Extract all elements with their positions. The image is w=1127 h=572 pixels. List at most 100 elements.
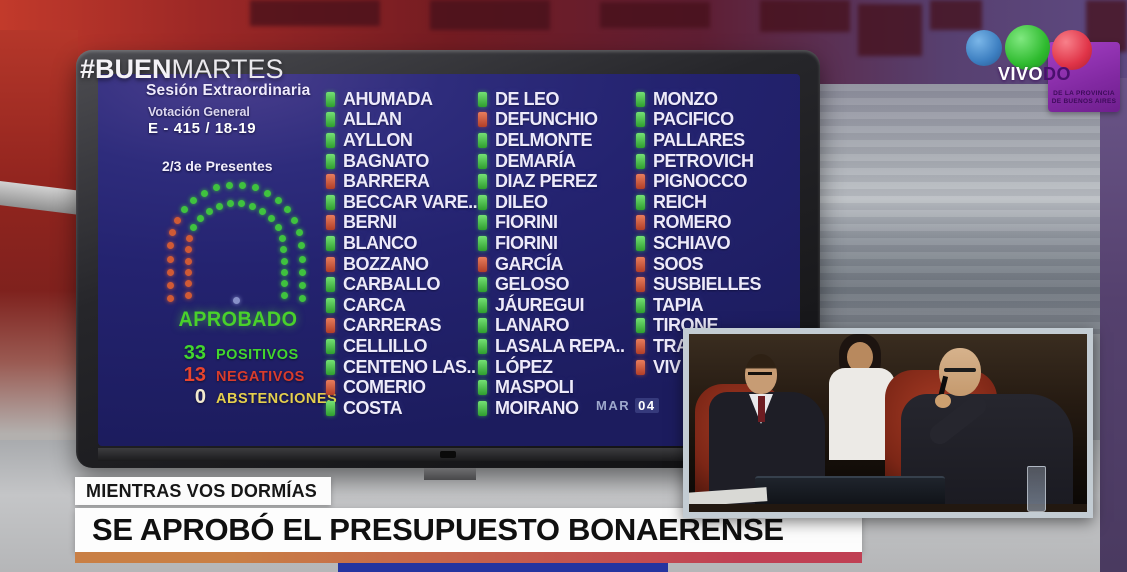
- seat-dot: [232, 296, 240, 304]
- file-number: E - 415 / 18-19: [148, 120, 257, 137]
- legislator-name: PIGNOCCO: [653, 171, 748, 192]
- legislator-row: SUSBIELLES: [636, 274, 794, 295]
- legislator-name: VIV: [653, 356, 681, 377]
- vote-indicator-positive: [636, 112, 645, 128]
- legislator-row: LANARO: [478, 315, 636, 337]
- vote-indicator-positive: [636, 194, 645, 210]
- legislator-name: CELLILLO: [343, 335, 428, 356]
- legislator-row: SOOS: [636, 254, 794, 275]
- legislator-row: AYLLON: [326, 130, 484, 151]
- vote-column-1: AHUMADA ALLAN AYLLON BAGNATO BARRERA BECCAR V…: [326, 89, 484, 419]
- vote-indicator-negative: [636, 256, 645, 272]
- tally-row: 33 POSITIVOS: [176, 342, 337, 364]
- seat-dot: [166, 294, 174, 302]
- vote-indicator-positive: [478, 297, 487, 313]
- legislator-name: COSTA: [343, 397, 403, 418]
- tally-value: 33: [183, 342, 206, 364]
- seat-dot: [184, 280, 192, 288]
- legislator-row: BERNI: [326, 212, 484, 234]
- senator-right-head: [939, 348, 981, 396]
- monitor-stand: [424, 468, 476, 480]
- banner-accent-strip: [75, 552, 862, 563]
- headline-text: SE APROBÓ EL PRESUPUESTO BONAERENSE: [92, 512, 784, 547]
- board-date-month: MAR: [596, 398, 631, 413]
- result-banner: APROBADO: [178, 308, 298, 331]
- seat-dot: [200, 189, 208, 197]
- legislator-name: MASPOLI: [495, 377, 574, 398]
- senator-right-glasses: [944, 368, 976, 372]
- legislator-name: CARBALLO: [343, 274, 441, 295]
- vote-indicator-negative: [326, 318, 335, 334]
- legislator-name: SCHIAVO: [653, 232, 731, 253]
- seat-dot: [184, 257, 192, 265]
- legislator-name: BLANCO: [343, 232, 418, 253]
- kicker-text: MIENTRAS VOS DORMÍAS: [86, 480, 318, 501]
- legislator-name: ROMERO: [653, 212, 732, 233]
- badge-line-1: DE LA PROVINCIA: [1053, 90, 1115, 97]
- studio-background-purple-strip: [1100, 78, 1127, 572]
- seat-dot: [190, 196, 198, 204]
- legislator-name: BARRERA: [343, 171, 430, 192]
- seat-dot: [184, 246, 192, 254]
- seat-dot: [274, 224, 282, 232]
- legislator-row: BOZZANO: [326, 254, 484, 275]
- vote-indicator-positive: [326, 277, 335, 293]
- tally-label: NEGATIVOS: [216, 369, 305, 385]
- vote-indicator-positive: [326, 400, 335, 416]
- legislator-row: LÓPEZ: [478, 357, 636, 378]
- tally-value: 0: [194, 386, 206, 408]
- legislator-name: DEMARÍA: [495, 150, 576, 171]
- legislator-row: DIAZ PEREZ: [478, 171, 636, 192]
- seat-dot: [197, 215, 205, 223]
- vote-indicator-negative: [636, 215, 645, 231]
- badge-line-2: DE BUENOS AIRES: [1051, 98, 1117, 105]
- vote-indicator-positive: [636, 318, 645, 334]
- vote-indicator-positive: [636, 132, 645, 148]
- seat-dot: [166, 242, 174, 250]
- seat-dot: [180, 206, 188, 214]
- legislator-row: GARCÍA: [478, 254, 636, 275]
- vote-indicator-positive: [478, 194, 487, 210]
- seat-dot: [298, 281, 306, 289]
- seat-dot: [184, 269, 192, 276]
- board-date-day: 04: [635, 398, 659, 413]
- vote-indicator-positive: [478, 132, 487, 148]
- vote-board-screen: Sesión Extraordinaria Votación General E…: [98, 74, 800, 446]
- legislator-name: CARCA: [343, 294, 406, 315]
- legislator-name: DEFUNCHIO: [495, 109, 598, 130]
- vote-indicator-positive: [636, 297, 645, 313]
- legislator-row: PETROVICH: [636, 151, 794, 172]
- tally-label: POSITIVOS: [216, 347, 299, 363]
- studio-background-left: [0, 30, 78, 300]
- aide-white-top: [829, 368, 895, 460]
- seat-dot: [215, 202, 223, 210]
- seat-dot: [213, 184, 221, 192]
- legislator-row: DEMARÍA: [478, 151, 636, 172]
- legislator-name: GARCÍA: [495, 253, 564, 274]
- vote-indicator-positive: [326, 112, 335, 128]
- legislator-name: PETROVICH: [653, 150, 754, 171]
- legislator-row: JÁUREGUI: [478, 295, 636, 316]
- legislator-row: COMERIO: [326, 377, 484, 398]
- badge-word-suffix: DO: [1043, 64, 1072, 84]
- senator-left-tie: [758, 396, 765, 422]
- seat-dot: [166, 255, 174, 263]
- background-block: [250, 0, 380, 26]
- legislator-name: AYLLON: [343, 129, 413, 150]
- studio-background-stripes: [815, 84, 1127, 334]
- vote-indicator-negative: [636, 277, 645, 293]
- vote-indicator-positive: [478, 359, 487, 375]
- vote-indicator-positive: [326, 153, 335, 169]
- legislator-row: CELLILLO: [326, 336, 484, 357]
- legislator-name: COMERIO: [343, 377, 426, 398]
- seat-dot: [173, 217, 181, 225]
- hashtag-light: MARTES: [171, 54, 284, 84]
- vote-indicator-positive: [326, 359, 335, 375]
- vote-indicator-positive: [478, 174, 487, 190]
- seat-dot: [280, 291, 288, 299]
- seat-dot: [259, 207, 267, 215]
- vote-indicator-negative: [636, 359, 645, 375]
- seat-dot: [298, 242, 306, 250]
- seat-dot: [291, 217, 299, 225]
- vote-indicator-positive: [478, 380, 487, 396]
